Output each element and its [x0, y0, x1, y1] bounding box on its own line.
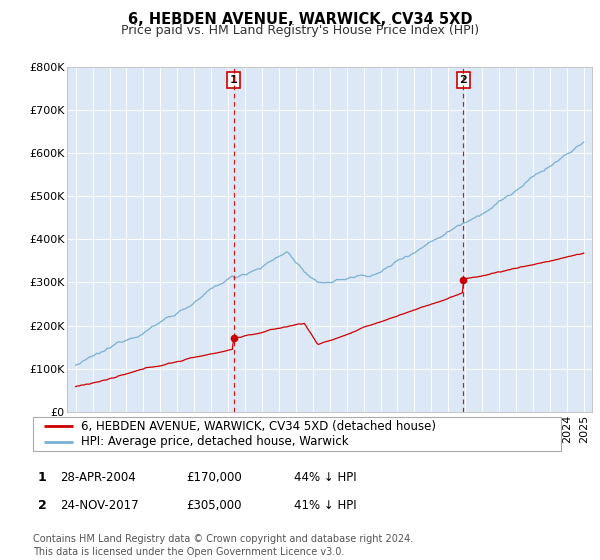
Text: £305,000: £305,000 — [186, 498, 241, 512]
Text: 41% ↓ HPI: 41% ↓ HPI — [294, 498, 356, 512]
Text: HPI: Average price, detached house, Warwick: HPI: Average price, detached house, Warw… — [80, 435, 348, 448]
Bar — [233, 67, 463, 412]
FancyBboxPatch shape — [33, 417, 561, 451]
Text: 24-NOV-2017: 24-NOV-2017 — [60, 498, 139, 512]
Text: 44% ↓ HPI: 44% ↓ HPI — [294, 470, 356, 484]
Text: 28-APR-2004: 28-APR-2004 — [60, 470, 136, 484]
Text: £170,000: £170,000 — [186, 470, 242, 484]
Text: 1: 1 — [38, 472, 46, 484]
Text: 2: 2 — [460, 75, 467, 85]
Text: 2: 2 — [38, 500, 46, 512]
Text: 1: 1 — [230, 75, 238, 85]
Text: 6, HEBDEN AVENUE, WARWICK, CV34 5XD: 6, HEBDEN AVENUE, WARWICK, CV34 5XD — [128, 12, 472, 27]
Text: Contains HM Land Registry data © Crown copyright and database right 2024.
This d: Contains HM Land Registry data © Crown c… — [33, 534, 413, 557]
Text: 6, HEBDEN AVENUE, WARWICK, CV34 5XD (detached house): 6, HEBDEN AVENUE, WARWICK, CV34 5XD (det… — [80, 420, 436, 433]
Text: Price paid vs. HM Land Registry's House Price Index (HPI): Price paid vs. HM Land Registry's House … — [121, 24, 479, 36]
